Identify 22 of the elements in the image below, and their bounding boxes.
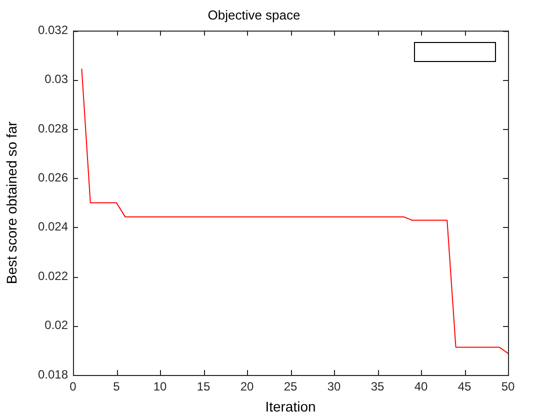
chart-title: Objective space [208, 7, 300, 22]
x-axis-title: Iteration [265, 398, 316, 414]
y-tick-label: 0.026 [38, 170, 68, 185]
x-tick-label: 45 [458, 380, 472, 394]
y-axis-title: Best score obtained so far [3, 121, 20, 284]
x-tick-label: 20 [240, 380, 254, 394]
y-tick-label: 0.022 [38, 268, 68, 283]
x-tick-label: 30 [327, 380, 341, 394]
y-tick-label: 0.024 [38, 220, 68, 234]
x-tick-label: 0 [70, 380, 77, 394]
y-tick-label: 0.03 [44, 72, 68, 86]
x-tick-label: 25 [284, 380, 298, 394]
y-tick-label: 0.018 [38, 367, 68, 382]
x-tick-label: 15 [196, 380, 210, 394]
y-tick-label: 0.032 [38, 22, 68, 37]
x-tick-label: 40 [414, 380, 428, 394]
x-tick-label: 50 [501, 380, 515, 394]
x-tick-label: 10 [153, 380, 167, 394]
y-tick-label: 0.028 [38, 121, 68, 136]
y-tick-label: 0.02 [44, 318, 68, 332]
x-tick-label: 35 [370, 380, 384, 394]
x-tick-label: 5 [113, 380, 120, 394]
